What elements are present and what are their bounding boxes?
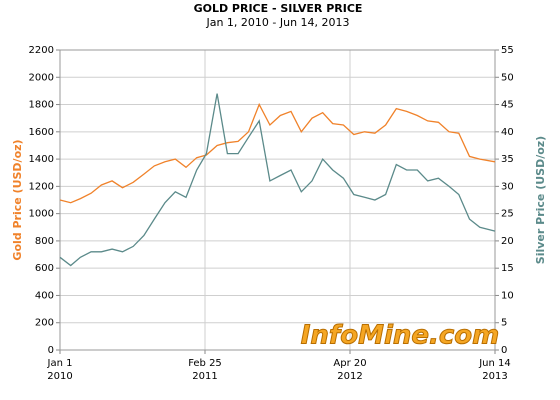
plot-frame (59, 49, 496, 351)
x-tick-label: 2011 (192, 371, 217, 382)
y-tick-label: 400 (35, 290, 54, 301)
x-tick-label: 2013 (482, 371, 507, 382)
y-axis-label: Gold Price (USD/oz) (11, 139, 24, 260)
y-tick-label: 1000 (29, 209, 54, 220)
y2-tick-label: 25 (501, 209, 514, 220)
series-line (59, 93, 496, 267)
watermark: InfoMine.com (301, 321, 500, 351)
x-tick-label: Jan 1 (47, 358, 73, 369)
y-tick-label: 800 (35, 236, 54, 247)
y2-tick-label: 5 (501, 318, 507, 329)
y2-tick-label: 45 (501, 100, 514, 111)
y2-tick-label: 50 (501, 72, 514, 83)
y2-tick-label: 10 (501, 290, 514, 301)
y2-tick-label: 15 (501, 263, 514, 274)
y2-tick-label: 35 (501, 154, 514, 165)
y-tick-label: 200 (35, 318, 54, 329)
series-line (59, 102, 496, 204)
y2-tick-label: 20 (501, 236, 514, 247)
y-tick-label: 2000 (29, 72, 54, 83)
y2-tick-label: 0 (501, 345, 507, 356)
y-tick-label: 1400 (29, 154, 54, 165)
x-tick-label: 2010 (47, 371, 72, 382)
y2-tick-label: 40 (501, 127, 514, 138)
chart-title: GOLD PRICE - SILVER PRICE (194, 2, 363, 15)
y2-tick-label: 30 (501, 181, 514, 192)
y-tick-label: 2200 (29, 45, 54, 56)
y-tick-label: 1600 (29, 127, 54, 138)
x-tick-label: Jun 14 (478, 358, 511, 369)
y-tick-label: 1200 (29, 181, 54, 192)
y-tick-label: 600 (35, 263, 54, 274)
chart-subtitle: Jan 1, 2010 - Jun 14, 2013 (205, 16, 349, 29)
x-tick-label: 2012 (337, 371, 362, 382)
y2-tick-label: 55 (501, 45, 514, 56)
y-tick-label: 1800 (29, 100, 54, 111)
x-tick-label: Apr 20 (333, 358, 366, 369)
x-tick-label: Feb 25 (188, 358, 222, 369)
y2-axis-label: Silver Price (USD/oz) (534, 136, 547, 264)
y-tick-label: 0 (48, 345, 54, 356)
